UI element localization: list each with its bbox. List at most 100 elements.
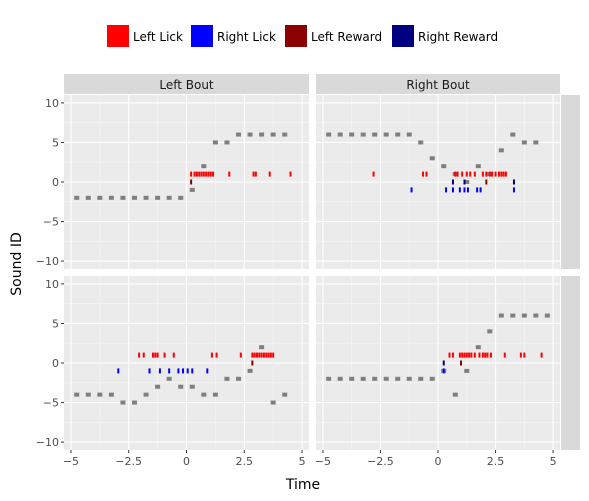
left-lick-marker bbox=[540, 352, 543, 358]
left-lick-marker bbox=[193, 171, 196, 177]
left-lick-marker bbox=[215, 352, 218, 358]
left-lick-marker bbox=[289, 171, 292, 177]
sound-marker bbox=[201, 392, 207, 397]
sound-marker bbox=[544, 313, 550, 318]
sound-marker bbox=[236, 376, 242, 381]
left-lick-marker bbox=[456, 171, 459, 177]
left-lick-marker bbox=[254, 171, 257, 177]
left-reward-marker bbox=[485, 179, 488, 185]
left-lick-marker bbox=[465, 171, 468, 177]
sound-marker bbox=[337, 376, 343, 381]
left-lick-marker bbox=[228, 171, 231, 177]
sound-marker bbox=[85, 195, 91, 200]
left-lick-marker bbox=[481, 171, 484, 177]
sound-marker bbox=[247, 368, 253, 373]
x-tick-label: −2.5 bbox=[115, 455, 142, 468]
left-lick-marker bbox=[200, 171, 203, 177]
right-lick-marker bbox=[466, 187, 469, 193]
left-lick-marker bbox=[473, 171, 476, 177]
left-lick-marker bbox=[489, 352, 492, 358]
sound-marker bbox=[212, 392, 218, 397]
left-lick-marker bbox=[372, 171, 375, 177]
facet-strip-column bbox=[64, 74, 309, 94]
right-lick-marker bbox=[117, 368, 120, 374]
y-tick-label: 10 bbox=[45, 97, 59, 110]
facet-strip-label: Right Bout bbox=[406, 78, 470, 92]
left-lick-marker bbox=[448, 352, 451, 358]
left-lick-marker bbox=[210, 352, 213, 358]
sound-marker bbox=[406, 376, 412, 381]
sound-marker bbox=[395, 376, 401, 381]
right-lick-marker bbox=[476, 187, 479, 193]
sound-marker bbox=[429, 156, 435, 161]
sound-marker bbox=[464, 180, 470, 184]
left-lick-marker bbox=[255, 352, 258, 358]
left-lick-marker bbox=[251, 352, 254, 358]
sound-marker bbox=[498, 148, 504, 153]
right-lick-marker bbox=[182, 368, 185, 374]
sound-marker bbox=[383, 132, 389, 137]
left-lick-marker bbox=[485, 171, 488, 177]
left-lick-marker bbox=[498, 171, 500, 177]
left-lick-marker bbox=[207, 171, 210, 177]
sound-marker bbox=[189, 187, 195, 192]
sound-marker bbox=[441, 164, 447, 169]
sound-marker bbox=[429, 376, 435, 381]
right-reward-marker bbox=[451, 179, 454, 185]
left-lick-marker bbox=[425, 171, 428, 177]
sound-marker bbox=[510, 313, 516, 318]
left-lick-marker bbox=[154, 352, 157, 358]
sound-marker bbox=[510, 132, 516, 137]
sound-marker bbox=[326, 132, 332, 137]
left-lick-marker bbox=[461, 171, 464, 177]
sound-marker bbox=[418, 140, 424, 145]
sound-marker bbox=[372, 376, 378, 381]
sound-marker bbox=[166, 376, 172, 381]
left-reward-marker bbox=[251, 360, 254, 366]
panel-3: −5 −2.5 0 2.5 5 bbox=[315, 276, 580, 468]
left-lick-marker bbox=[156, 352, 159, 358]
sound-marker bbox=[487, 329, 493, 334]
left-lick-marker bbox=[265, 352, 268, 358]
left-lick-marker bbox=[473, 352, 476, 358]
sound-marker bbox=[143, 195, 149, 200]
x-tick-label: 2.5 bbox=[487, 455, 505, 468]
sound-marker bbox=[224, 140, 230, 145]
left-lick-marker bbox=[205, 171, 208, 177]
sound-marker bbox=[155, 195, 161, 200]
sound-marker bbox=[360, 132, 366, 137]
sound-marker bbox=[270, 132, 276, 137]
left-lick-marker bbox=[519, 352, 522, 358]
y-tick-label: 0 bbox=[52, 176, 59, 189]
y-tick-label: 5 bbox=[52, 136, 59, 149]
sound-marker bbox=[383, 376, 389, 381]
left-lick-marker bbox=[503, 352, 506, 358]
right-lick-marker bbox=[445, 187, 448, 193]
x-tick-label: −2.5 bbox=[367, 455, 394, 468]
right-lick-marker bbox=[410, 187, 413, 193]
sound-marker bbox=[224, 376, 230, 381]
y-tick-label: −10 bbox=[36, 255, 59, 268]
facet-strip-column bbox=[316, 74, 560, 94]
right-lick-marker bbox=[458, 187, 461, 193]
left-lick-marker bbox=[267, 352, 270, 358]
sound-marker bbox=[372, 132, 378, 137]
x-tick-label: 0 bbox=[183, 455, 190, 468]
y-tick-label: 10 bbox=[45, 278, 59, 291]
y-tick-label: −10 bbox=[36, 436, 59, 449]
left-lick-marker bbox=[252, 171, 255, 177]
sound-marker bbox=[166, 195, 172, 200]
left-lick-marker bbox=[269, 352, 272, 358]
x-tick-label: −5 bbox=[315, 455, 331, 468]
right-lick-marker bbox=[206, 368, 209, 374]
left-lick-marker bbox=[494, 171, 497, 177]
panel-2: −10 −5 0 5 10 −5 −2.5 0 2.5 5 bbox=[36, 276, 309, 468]
right-lick-marker bbox=[442, 368, 445, 374]
right-lick-marker bbox=[177, 368, 180, 374]
x-tick-label: 5 bbox=[299, 455, 306, 468]
sound-marker bbox=[108, 392, 114, 397]
sound-marker bbox=[178, 195, 184, 200]
legend-label-0: Left Lick bbox=[133, 30, 183, 44]
left-lick-marker bbox=[470, 352, 473, 358]
sound-marker bbox=[521, 140, 527, 145]
